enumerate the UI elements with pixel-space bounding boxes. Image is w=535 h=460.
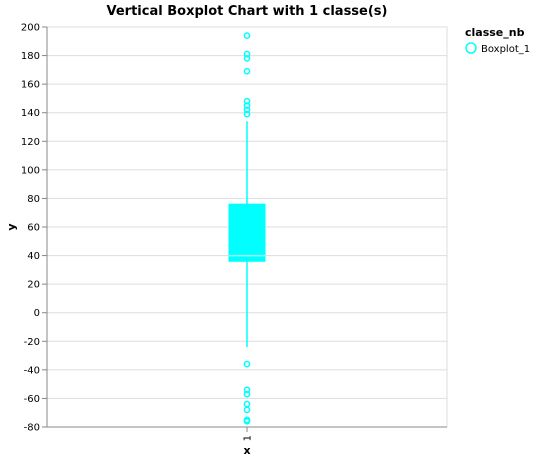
outlier-point [243, 386, 251, 394]
y-tick-label: 160 [21, 80, 40, 91]
y-tick-label: -60 [24, 394, 40, 405]
y-tick-label: 120 [21, 137, 40, 148]
y-tick-label: -20 [24, 337, 40, 348]
outlier-point [243, 55, 251, 62]
y-tick-label: 100 [21, 165, 40, 176]
legend-symbol-boxplot-1 [465, 42, 477, 54]
outlier-point [243, 110, 251, 118]
y-tick-label: 60 [27, 223, 40, 234]
outlier-point [243, 406, 251, 414]
legend-label-boxplot-1: Boxplot_1 [481, 44, 530, 55]
outlier-point [243, 97, 251, 105]
outlier-point [243, 32, 251, 39]
y-tick-label: -80 [24, 423, 40, 434]
legend: classe_nb Boxplot_1 [465, 26, 530, 55]
y-tick-label: -40 [24, 365, 40, 376]
y-axis-title: y [5, 223, 18, 230]
outlier-point [243, 417, 251, 425]
outlier-point [243, 400, 251, 408]
outlier-point [243, 50, 251, 58]
y-tick-label: 0 [34, 308, 40, 319]
outlier-point [243, 390, 251, 398]
outlier-point [243, 102, 251, 109]
y-axis: -80 -60 -40 -20 0 20 40 60 80 100 120 140 160 180 200 [21, 23, 48, 434]
outlier-point [243, 67, 251, 75]
chart-title: Vertical Boxplot Chart with 1 classe(s) [107, 4, 388, 19]
legend-title: classe_nb [465, 26, 525, 39]
boxplot-marks [228, 32, 266, 425]
y-tick-label: 180 [21, 51, 40, 62]
y-tick-label: 40 [27, 251, 40, 262]
y-tick-label: 80 [27, 194, 40, 205]
y-tick-label: 140 [21, 108, 40, 119]
y-tick-label: 20 [27, 280, 40, 291]
outlier-point [243, 360, 251, 368]
x-axis-title: x [243, 444, 250, 457]
x-tick-label: 1 [243, 435, 254, 441]
outlier-point [243, 106, 251, 114]
box-iqr [228, 203, 266, 262]
x-axis: 1 [47, 426, 447, 441]
y-tick-label: 200 [21, 23, 40, 34]
